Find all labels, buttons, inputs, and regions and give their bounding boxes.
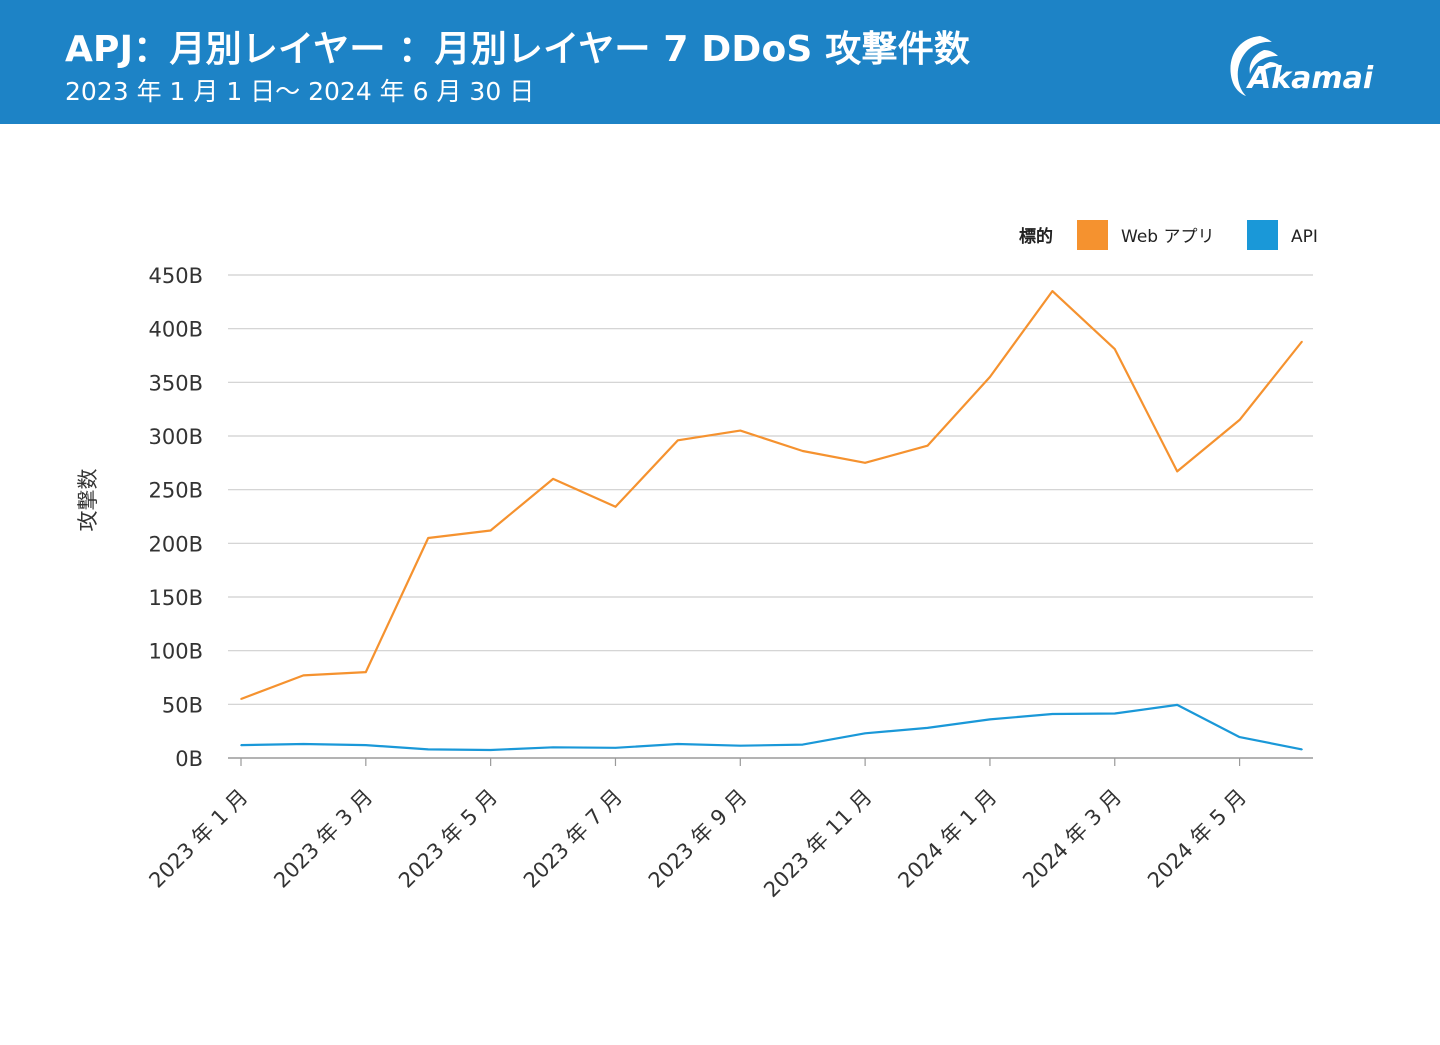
data-point xyxy=(1113,712,1116,715)
data-point xyxy=(801,450,804,452)
data-point xyxy=(1051,290,1054,292)
data-point xyxy=(240,744,242,746)
data-point xyxy=(1301,340,1303,343)
x-tick-label: 2023 年 9 月 xyxy=(644,785,752,893)
data-point xyxy=(302,674,305,677)
x-tick-label: 2023 年 3 月 xyxy=(269,785,377,893)
data-point xyxy=(1238,736,1241,738)
data-point xyxy=(614,747,617,749)
legend-item: Web アプリ xyxy=(1121,227,1214,247)
legend-swatch xyxy=(1077,220,1108,250)
legend: 標的 Web アプリ API xyxy=(1019,220,1318,250)
logo-text: Akamai xyxy=(1246,61,1374,96)
y-axis-ticks: 0B 50B 100B 150B 200B 250B 300B 350B 400B 450B xyxy=(149,264,204,771)
y-tick-label: 50B xyxy=(162,693,203,717)
x-tick-label: 2023 年 7 月 xyxy=(519,785,627,893)
y-tick-label: 200B xyxy=(149,532,204,556)
data-point xyxy=(926,444,929,447)
logo-wave-icon xyxy=(1230,36,1272,96)
x-tick-label: 2024 年 5 月 xyxy=(1143,785,1251,893)
data-point xyxy=(1176,470,1178,473)
data-point xyxy=(677,743,679,745)
data-point xyxy=(801,743,804,746)
data-point xyxy=(240,698,242,700)
data-point xyxy=(614,506,617,508)
data-point xyxy=(489,749,492,751)
data-point xyxy=(989,376,991,378)
data-point xyxy=(864,462,866,464)
y-tick-label: 350B xyxy=(149,371,204,395)
y-tick-label: 250B xyxy=(149,479,204,503)
data-point xyxy=(739,429,742,432)
series-lines xyxy=(240,290,1303,752)
data-point xyxy=(926,727,929,729)
data-point xyxy=(427,537,430,539)
akamai-logo: Akamai xyxy=(1230,36,1374,96)
data-point xyxy=(552,478,554,480)
x-tick-label: 2023 年 11 月 xyxy=(759,785,877,903)
x-tick-label: 2023 年 1 月 xyxy=(144,785,252,893)
data-point xyxy=(1301,748,1303,751)
page-title: APJ：月別レイヤー ：月別レイヤー 7 DDoS 攻撃件数 xyxy=(65,29,971,70)
legend-title: 標的 xyxy=(1019,226,1053,247)
data-point xyxy=(677,439,679,442)
data-point xyxy=(1176,704,1178,706)
y-tick-label: 0B xyxy=(175,747,203,771)
data-point xyxy=(1051,713,1054,715)
series-line xyxy=(240,703,1303,752)
x-axis-ticks: 2023 年 1 月 2023 年 3 月 2023 年 5 月 2023 年 7 月… xyxy=(144,758,1251,902)
x-tick-label: 2024 年 3 月 xyxy=(1018,785,1126,893)
header-banner: APJ：月別レイヤー ：月別レイヤー 7 DDoS 攻撃件数 2023 年 1 … xyxy=(0,0,1440,124)
data-point xyxy=(302,743,305,745)
data-point xyxy=(365,671,367,673)
y-tick-label: 150B xyxy=(149,586,204,610)
x-tick-label: 2024 年 1 月 xyxy=(893,785,1001,893)
series-line xyxy=(240,290,1303,701)
data-point xyxy=(864,732,866,735)
y-tick-label: 300B xyxy=(149,425,204,449)
grid-lines xyxy=(228,274,1313,759)
y-axis-label: 攻撃数 xyxy=(76,469,100,532)
y-tick-label: 100B xyxy=(149,640,204,664)
chart-area: 0B 50B 100B 150B 200B 250B 300B 350B 400B 450B 20… xyxy=(0,124,1440,1041)
page-subtitle: 2023 年 1 月 1 日〜 2024 年 6 月 30 日 xyxy=(65,77,535,106)
data-point xyxy=(1113,348,1116,350)
y-tick-label: 450B xyxy=(149,264,204,288)
data-point xyxy=(1238,419,1241,421)
y-tick-label: 400B xyxy=(149,318,204,342)
line-chart: 0B 50B 100B 150B 200B 250B 300B 350B 400B 450B 20… xyxy=(76,220,1318,902)
x-tick-label: 2023 年 5 月 xyxy=(394,785,502,893)
data-point xyxy=(365,744,367,746)
data-point xyxy=(489,529,492,532)
data-point xyxy=(989,718,991,721)
legend-item: API xyxy=(1291,227,1318,247)
legend-swatch xyxy=(1247,220,1278,250)
data-point xyxy=(739,744,742,747)
data-point xyxy=(552,746,554,749)
data-point xyxy=(427,748,430,751)
